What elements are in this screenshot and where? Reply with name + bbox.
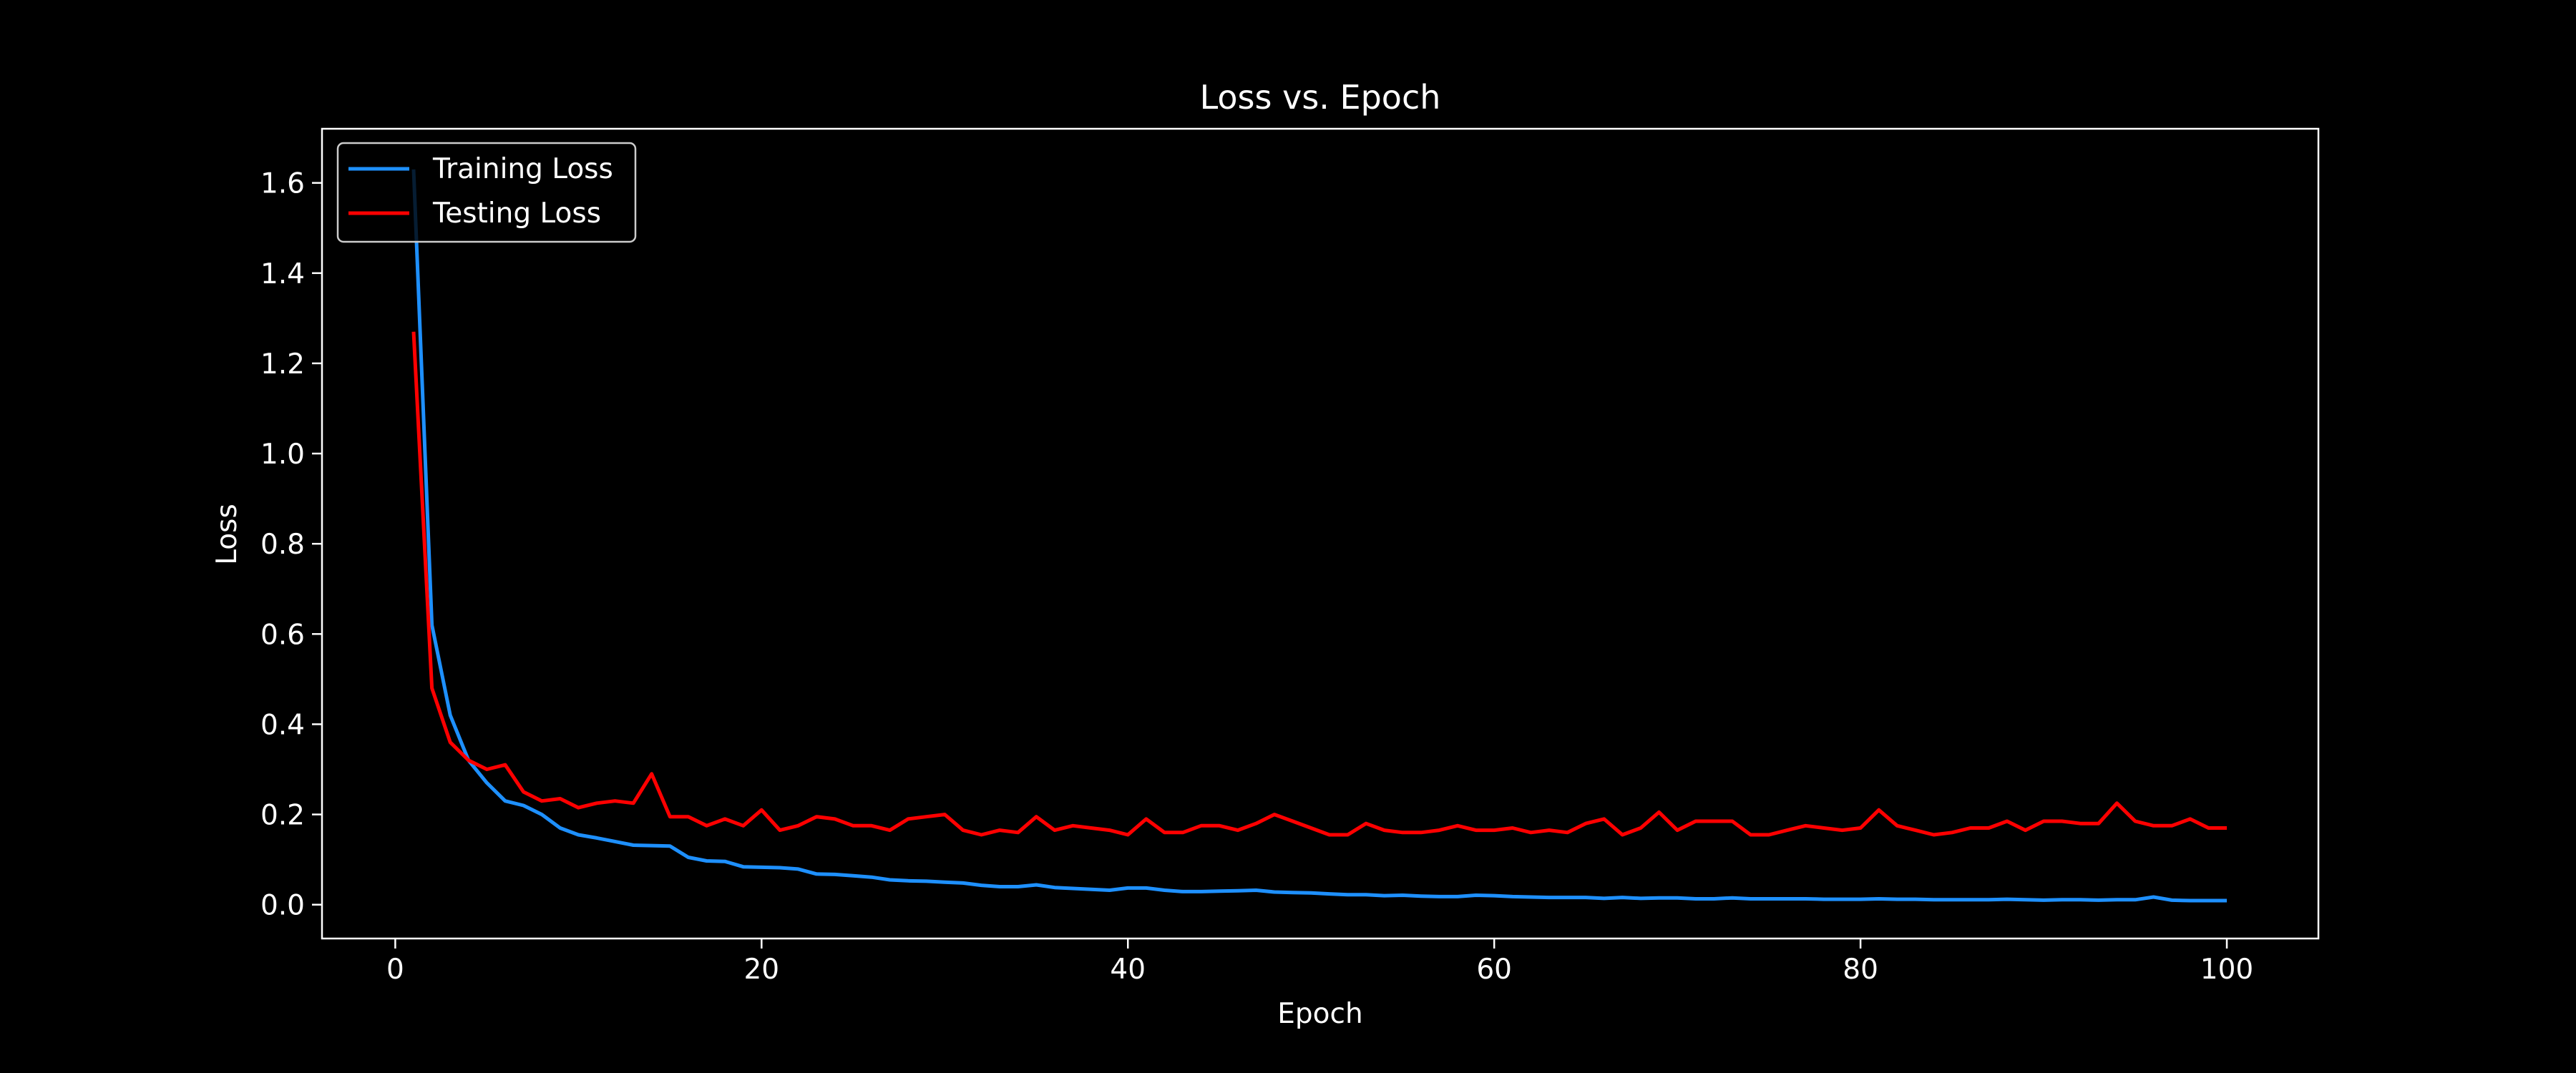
series-layer <box>411 169 2227 903</box>
legend: Training Loss Testing Loss <box>336 142 637 243</box>
x-tick-label: 20 <box>743 954 779 986</box>
x-tick-label: 60 <box>1476 954 1512 986</box>
x-tick-label: 40 <box>1110 954 1146 986</box>
y-axis-ticks: 0.0 0.2 0.4 0.6 0.8 1.0 1.2 1.4 1.6 <box>260 168 322 922</box>
y-tick-label: 0.8 <box>260 529 305 561</box>
series-line-training-loss <box>411 169 2227 903</box>
y-tick-label: 1.0 <box>260 438 305 471</box>
x-tick-label: 80 <box>1843 954 1878 986</box>
chart-title: Loss vs. Epoch <box>1200 78 1441 117</box>
y-tick-label: 0.6 <box>260 619 305 651</box>
x-axis-label: Epoch <box>1277 998 1362 1030</box>
y-axis-label: Loss <box>211 504 243 565</box>
x-tick-label: 0 <box>386 954 404 986</box>
y-tick-label: 0.0 <box>260 890 305 922</box>
x-tick-label: 100 <box>2200 954 2253 986</box>
y-tick-label: 1.2 <box>260 348 305 381</box>
y-tick-label: 1.4 <box>260 258 305 290</box>
legend-label-testing-loss: Testing Loss <box>432 197 601 230</box>
y-tick-label: 0.4 <box>260 709 305 741</box>
series-line-testing-loss <box>411 331 2227 837</box>
plot-area-frame <box>321 127 2320 940</box>
y-tick-label: 1.6 <box>260 168 305 200</box>
y-tick-label: 0.2 <box>260 800 305 832</box>
legend-box <box>336 142 637 243</box>
x-axis-ticks: 0 20 40 60 80 100 <box>386 939 2253 986</box>
legend-label-training-loss: Training Loss <box>432 153 613 185</box>
